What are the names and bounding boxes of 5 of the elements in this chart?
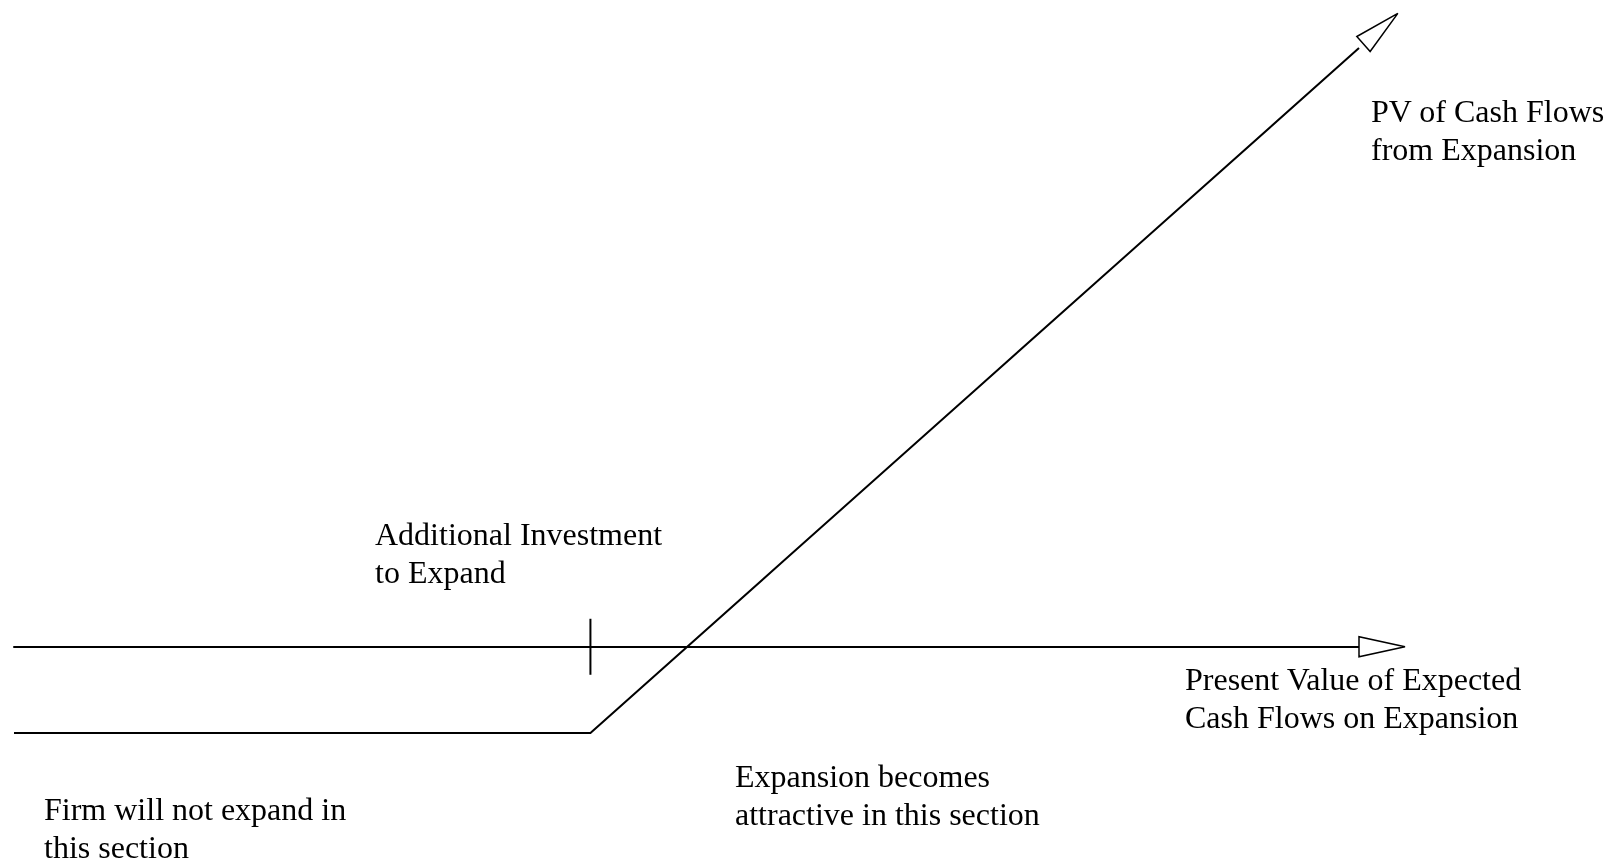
- text: Expansion becomes attractive in this section: [735, 758, 1040, 832]
- x-axis-title: Present Value of Expected Cash Flows on Expansion: [1185, 661, 1522, 735]
- annotation: Additional Investment to Expand: [375, 516, 663, 590]
- series-label: PV of Cash Flows from Expansion: [1371, 93, 1605, 167]
- text: Firm will not expand in this section: [44, 791, 347, 858]
